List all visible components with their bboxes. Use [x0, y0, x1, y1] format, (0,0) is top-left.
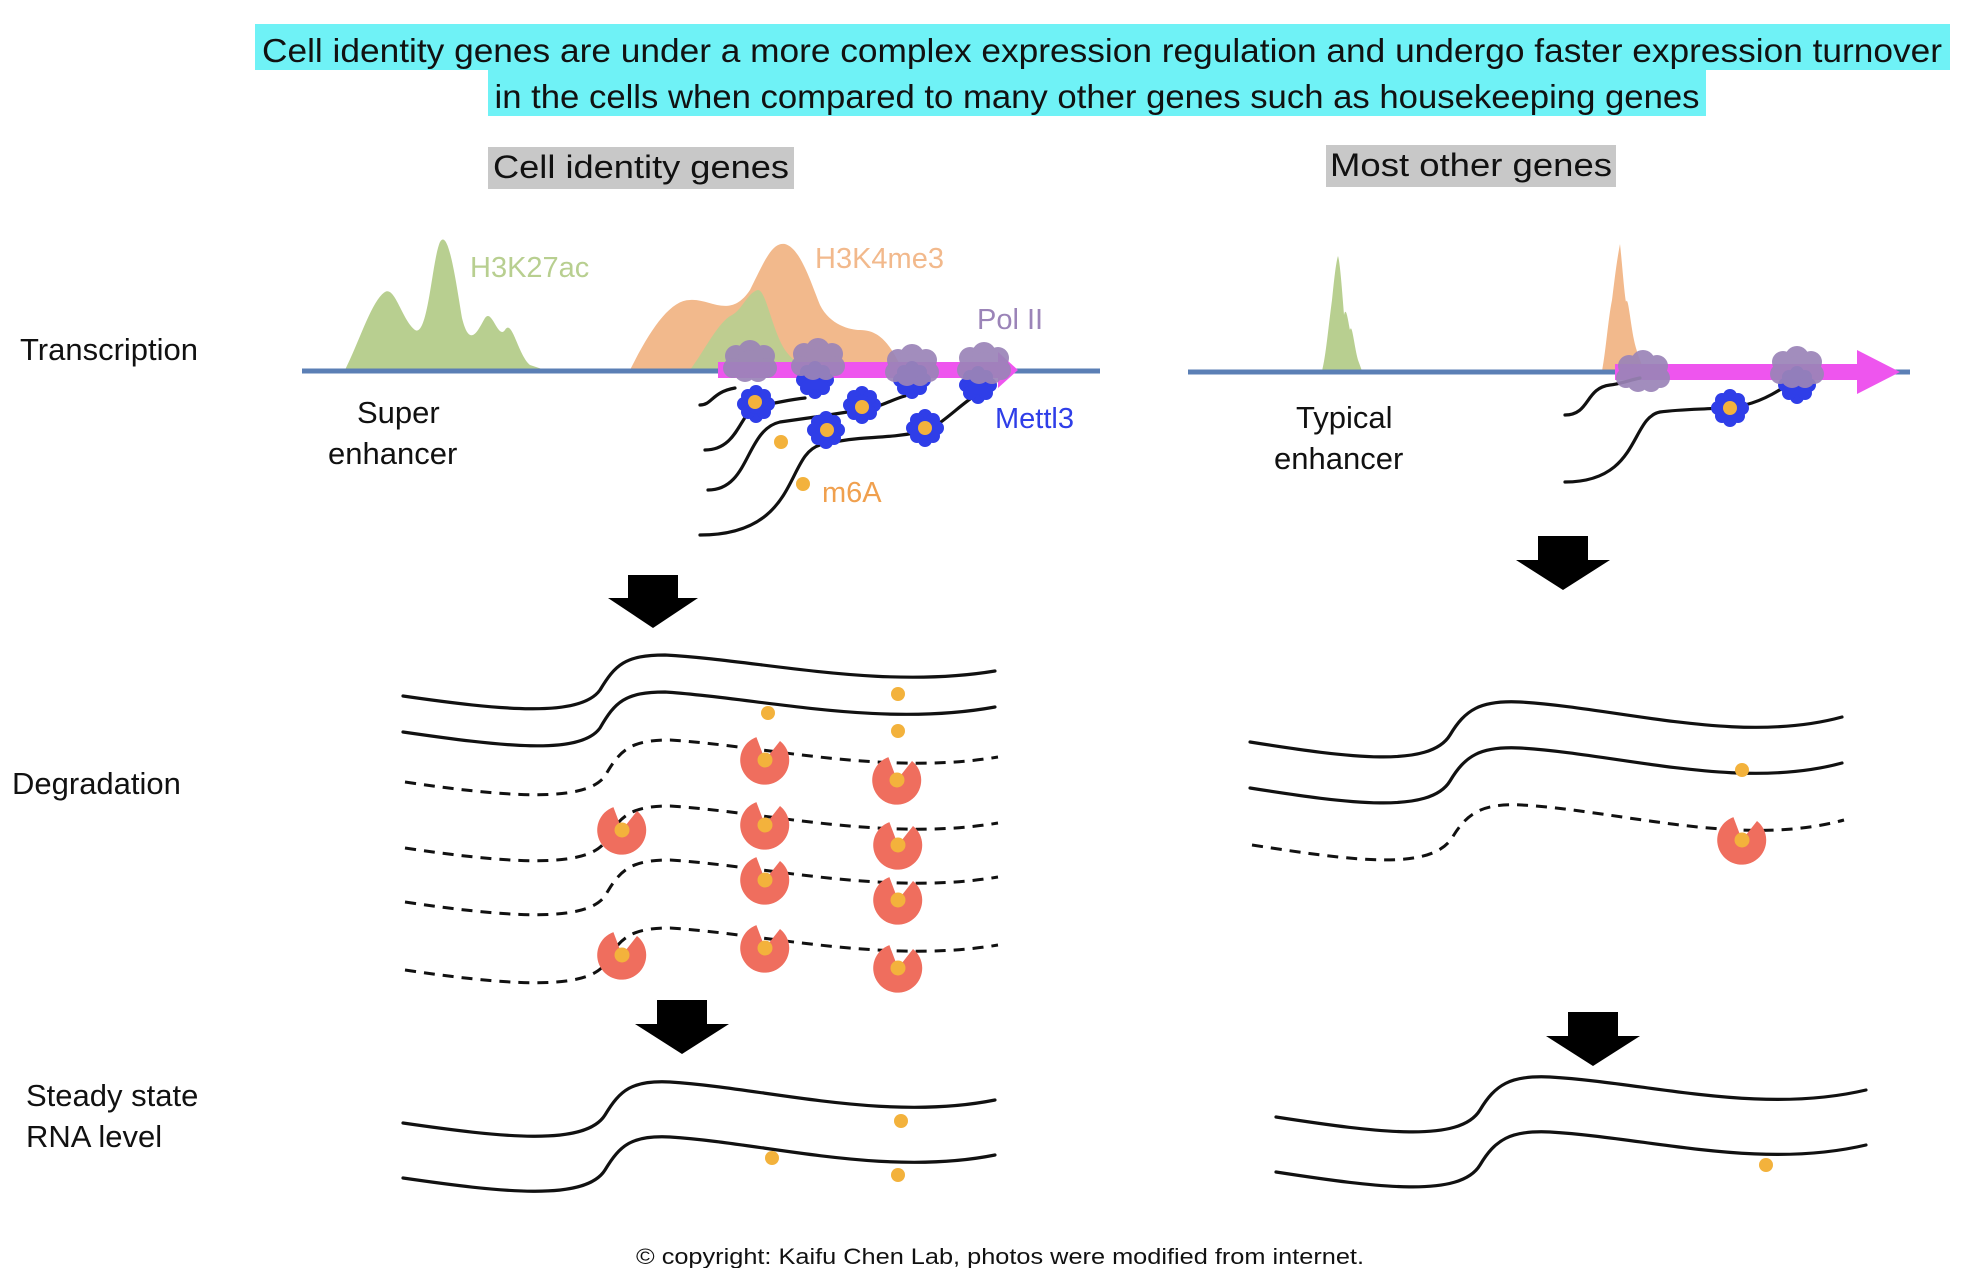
m6a-mark: [765, 1151, 779, 1165]
gene-arrowhead-right: [1857, 350, 1900, 394]
m6a-mark: [891, 1168, 905, 1182]
rna-steady: [401, 1080, 997, 1138]
m6a-mark: [894, 1114, 908, 1128]
copyright-footer: © copyright: Kaifu Chen Lab, photos were…: [636, 1244, 1364, 1268]
label-typical-enhancer: enhancer: [1274, 441, 1403, 476]
degrader-enzyme: [740, 857, 790, 905]
rna-degrading: [404, 926, 999, 985]
title-line1: Cell identity genes are under a more com…: [262, 32, 1942, 69]
pol-ii-complex: [1770, 346, 1824, 388]
right-column-header: Most other genes: [1330, 147, 1612, 183]
h3k4me3-peak-left: [630, 243, 910, 370]
down-arrow-right-1: [1516, 536, 1610, 590]
left-degradation-panel: [401, 653, 999, 993]
h3k27ac-peak-promoter: [690, 290, 810, 370]
rna-intact: [1248, 746, 1844, 805]
m6a-mark: [748, 395, 762, 409]
rna-intact: [1248, 700, 1844, 759]
label-super: Super: [357, 395, 440, 430]
m6a-mark: [891, 687, 905, 701]
rna-degrading: [404, 804, 999, 863]
right-degradation-panel: [1248, 700, 1845, 865]
degrader-enzyme: [740, 925, 790, 973]
label-mettl3: Mettl3: [995, 403, 1074, 435]
rna-intact: [401, 653, 997, 711]
rna-degrading: [404, 738, 999, 797]
m6a-mark: [891, 724, 905, 738]
label-pol-ii: Pol II: [977, 304, 1043, 336]
rna-steady: [1274, 1075, 1868, 1134]
m6a-mark: [1723, 401, 1737, 415]
title-highlight-line1: [255, 24, 1950, 70]
row-label-degradation: Degradation: [12, 766, 181, 801]
h3k27ac-peak-left: [345, 239, 545, 370]
degrader-enzyme: [597, 807, 647, 855]
left-steady-state-panel: [401, 1080, 997, 1193]
right-transcription-panel: Typical enhancer: [1188, 244, 1910, 484]
degrader-enzyme: [740, 802, 790, 850]
left-header-bg: [488, 147, 794, 189]
m6a-mark: [820, 423, 834, 437]
pol-ii-complex: [885, 344, 939, 386]
label-super-enhancer: enhancer: [328, 436, 457, 471]
m6a-mark: [1759, 1158, 1773, 1172]
right-header-bg: [1326, 145, 1616, 187]
m6a-mark: [796, 477, 810, 491]
title-line2: in the cells when compared to many other…: [495, 78, 1700, 115]
title-highlight-line2: [488, 70, 1706, 116]
rna-degrading: [404, 858, 999, 917]
pol-ii-complex: [791, 338, 845, 380]
rna-intact: [401, 690, 997, 748]
row-label-steady-state: Steady state: [26, 1078, 198, 1113]
pol-ii-complex: [957, 342, 1011, 384]
down-arrow-right-2: [1546, 1012, 1640, 1066]
left-column-header: Cell identity genes: [493, 149, 789, 185]
m6a-mark: [761, 706, 775, 720]
down-arrow-left-2: [635, 1000, 729, 1054]
degrader-enzyme: [740, 737, 790, 785]
down-arrow-left-1: [608, 575, 698, 628]
label-typical: Typical: [1296, 400, 1392, 435]
m6a-mark: [774, 435, 788, 449]
pol-ii-complex: [723, 340, 777, 382]
right-steady-state-panel: [1274, 1075, 1868, 1189]
h3k4me3-peak-right: [1602, 244, 1644, 371]
m6a-mark: [855, 400, 869, 414]
row-label-rna-level: RNA level: [26, 1119, 162, 1154]
pol-ii-complex: [1616, 350, 1670, 392]
label-h3k27ac: H3K27ac: [470, 252, 589, 284]
label-m6a: m6A: [822, 477, 882, 509]
m6a-mark: [1735, 763, 1749, 777]
row-label-transcription: Transcription: [20, 332, 198, 367]
degrader-enzyme: [1717, 817, 1767, 865]
h3k27ac-peak-right: [1322, 256, 1362, 371]
left-transcription-panel: H3K27ac H3K4me3 Pol II Mettl3 m6A Super …: [302, 239, 1100, 537]
label-h3k4me3: H3K4me3: [815, 243, 944, 275]
rna-steady: [401, 1135, 997, 1193]
m6a-mark: [918, 421, 932, 435]
rna-steady: [1274, 1130, 1868, 1189]
